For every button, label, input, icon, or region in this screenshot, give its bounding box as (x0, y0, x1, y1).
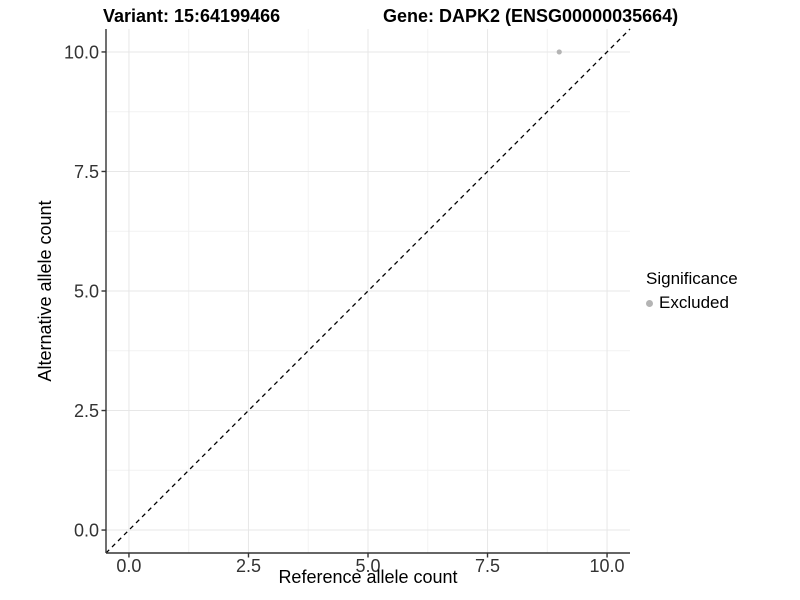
data-point (556, 49, 562, 55)
y-tick-label: 0.0 (74, 521, 99, 541)
legend: Significance Excluded (646, 269, 738, 313)
legend-item-excluded: Excluded (646, 293, 738, 313)
y-tick-label: 10.0 (64, 42, 99, 62)
legend-title: Significance (646, 269, 738, 288)
plot-title-variant: Variant: 15:64199466 (103, 6, 281, 26)
y-tick-label: 2.5 (74, 401, 99, 421)
x-tick-label: 5.0 (355, 556, 380, 576)
x-tick-label: 10.0 (590, 556, 625, 576)
legend-item-label: Excluded (659, 293, 729, 312)
y-tick-label: 5.0 (74, 282, 99, 302)
x-tick-label: 7.5 (475, 556, 500, 576)
y-axis-title: Alternative allele count (35, 200, 55, 382)
x-tick-label: 0.0 (116, 556, 141, 576)
y-tick-label: 7.5 (74, 162, 99, 182)
legend-key-dot (646, 299, 653, 307)
x-tick-label: 2.5 (236, 556, 261, 576)
plot-title-gene: Gene: DAPK2 (ENSG00000035664) (383, 6, 679, 26)
x-axis-title: Reference allele count (278, 567, 458, 587)
